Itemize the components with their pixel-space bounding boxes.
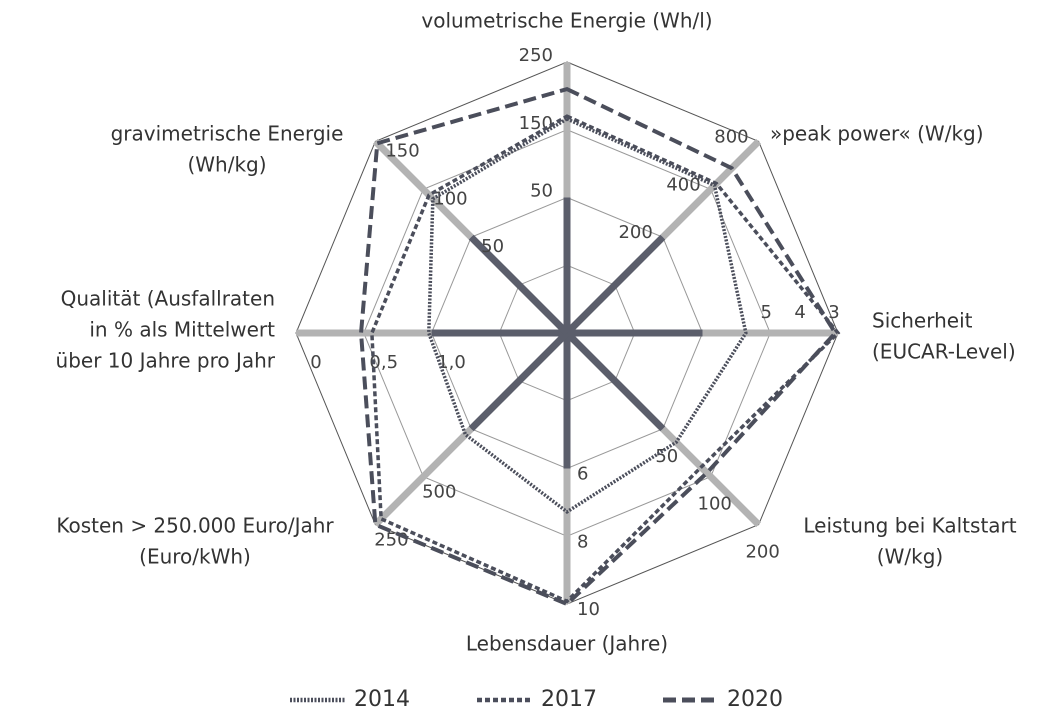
series-line [427, 116, 748, 514]
tick-label: 6 [577, 464, 588, 485]
axis-label: Lebensdauer (Jahre) [466, 632, 668, 656]
tick-label: 5 [761, 302, 772, 323]
axis-spoke-outer [660, 138, 762, 240]
axis-label: Qualität (Ausfallraten [61, 287, 275, 311]
series-line [370, 114, 841, 604]
legend-label: 2020 [727, 687, 783, 712]
tick-label: 100 [433, 188, 467, 209]
axis-label: in % als Mittelwert [89, 318, 275, 342]
axis-label: »peak power« (W/kg) [770, 122, 984, 146]
axis-spoke-outer [372, 138, 474, 240]
tick-label: 50 [655, 446, 678, 467]
axis-spoke-inner [564, 330, 666, 432]
tick-label: 50 [481, 236, 504, 257]
axis-label: Sicherheit [872, 309, 973, 333]
axis-spoke-inner [468, 234, 570, 336]
axis-spoke-outer [660, 426, 762, 528]
legend-label: 2017 [541, 687, 597, 712]
axis-label: (Euro/kWh) [139, 545, 251, 569]
tick-label: 4 [794, 302, 805, 323]
tick-label: 0,5 [369, 352, 398, 373]
tick-label: 3 [828, 302, 839, 323]
series-line [359, 86, 838, 607]
axis-label: (Wh/kg) [187, 153, 266, 177]
axis-label: volumetrische Energie (Wh/l) [421, 9, 712, 33]
axis-label: (W/kg) [877, 545, 943, 569]
tick-label: 400 [666, 174, 700, 195]
tick-label: 800 [714, 126, 748, 147]
tick-label: 1,0 [437, 352, 466, 373]
axis-label: Leistung bei Kaltstart [803, 514, 1016, 538]
axis-label: über 10 Jahre pro Jahr [56, 349, 276, 373]
axis-spoke-inner [468, 330, 570, 432]
tick-label: 200 [745, 542, 779, 563]
tick-label: 50 [530, 181, 553, 202]
axis-label: (EUCAR-Level) [872, 340, 1016, 364]
tick-label: 250 [374, 530, 408, 551]
tick-label: 150 [385, 140, 419, 161]
axis-label: gravimetrische Energie [111, 122, 344, 146]
tick-label: 10 [577, 599, 600, 620]
tick-label: 500 [422, 482, 456, 503]
tick-label: 0 [310, 352, 321, 373]
tick-label: 250 [519, 45, 553, 66]
tick-label: 200 [618, 222, 652, 243]
axis-label: Kosten > 250.000 Euro/Jahr [56, 514, 334, 538]
legend-label: 2014 [354, 687, 410, 712]
tick-label: 100 [698, 494, 732, 515]
tick-label: 8 [577, 531, 588, 552]
axis-spoke-inner [564, 234, 666, 336]
axis-spoke-outer [372, 426, 474, 528]
